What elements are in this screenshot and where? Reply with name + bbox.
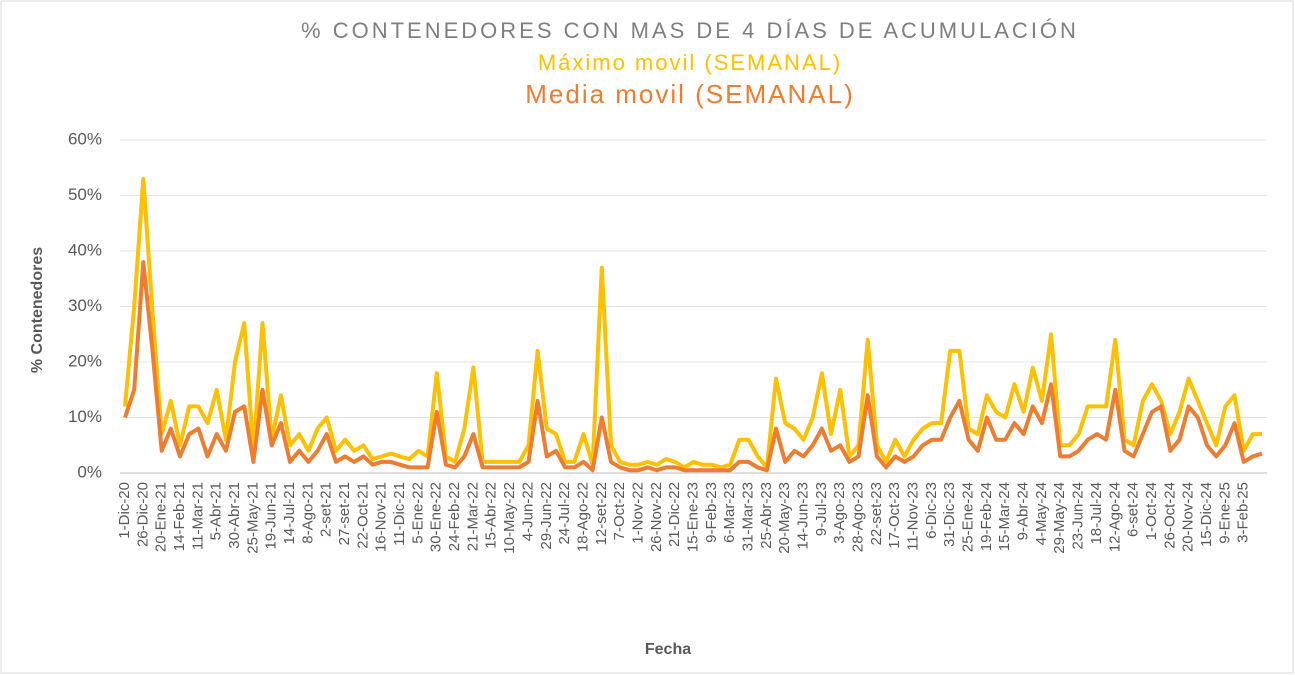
x-tick-label: 21-Dic-22 — [666, 482, 683, 547]
x-tick-label: 11-Nov-23 — [905, 482, 922, 551]
x-tick-label: 24-Jul-22 — [556, 482, 573, 545]
x-tick-label: 11-Dic-21 — [391, 482, 408, 546]
x-tick-label: 3-Ago-23 — [831, 482, 848, 544]
x-tick-label: 26-Oct-24 — [1161, 482, 1178, 549]
x-tick-label: 14-Feb-21 — [171, 482, 188, 551]
x-tick-label: 18-Jul-24 — [1088, 482, 1105, 545]
x-tick-label: 20-May-23 — [776, 482, 793, 554]
y-tick-label: 40% — [68, 240, 102, 259]
x-tick-label: 1-Dic-20 — [116, 482, 133, 539]
x-tick-label: 1-Nov-22 — [629, 482, 646, 544]
line-series — [123, 260, 1263, 473]
x-tick-label: 9-Abr-24 — [1015, 482, 1032, 540]
x-tick-label: 30-Ene-22 — [428, 482, 445, 552]
x-tick-label: 2-set-21 — [318, 482, 335, 537]
x-tick-label: 6-Mar-23 — [721, 482, 738, 543]
x-tick-label: 14-Jul-21 — [281, 482, 298, 545]
x-tick-label: 16-Nov-21 — [373, 482, 390, 552]
x-tick-label: 12-Ago-24 — [1106, 482, 1123, 552]
x-tick-label: 25-Abr-23 — [758, 482, 775, 549]
x-tick-label: 25-Ene-24 — [960, 482, 977, 552]
x-tick-label: 20-Ene-21 — [153, 482, 170, 552]
x-tick-label: 23-Jun-24 — [1070, 482, 1087, 550]
x-tick-label: 25-May-21 — [244, 482, 261, 554]
x-tick-label: 15-Dic-24 — [1198, 482, 1215, 547]
x-tick-label: 26-Nov-22 — [648, 482, 665, 552]
y-tick-label: 30% — [68, 296, 102, 315]
chart-subtitle: Máximo movil (SEMANAL) — [538, 50, 842, 75]
x-tick-label: 28-Ago-23 — [850, 482, 867, 552]
x-tick-label: 8-Ago-21 — [299, 482, 316, 544]
x-tick-label: 5-Ene-22 — [409, 482, 426, 544]
x-tick-label: 12-set-22 — [593, 482, 610, 545]
y-tick-label: 10% — [68, 407, 102, 426]
x-tick-label: 4-May-24 — [1033, 482, 1050, 545]
x-tick-label: 27-set-21 — [336, 482, 353, 545]
x-tick-label: 7-Oct-22 — [611, 482, 628, 540]
y-tick-label: 60% — [68, 129, 102, 148]
x-tick-label: 22-Oct-21 — [354, 482, 371, 549]
x-tick-label: 24-Feb-22 — [446, 482, 463, 551]
x-tick-label: 11-Mar-21 — [189, 482, 206, 550]
y-tick-label: 0% — [77, 462, 102, 481]
x-tick-label: 31-Dic-23 — [941, 482, 958, 547]
x-tick-label: 26-Dic-20 — [134, 482, 151, 547]
y-tick-label: 20% — [68, 351, 102, 370]
x-tick-label: 9-Ene-25 — [1216, 482, 1233, 544]
x-tick-label: 6-set-24 — [1125, 482, 1142, 537]
x-tick-label: 19-Feb-24 — [978, 482, 995, 551]
x-tick-label: 19-Jun-21 — [263, 482, 280, 550]
x-tick-label: 31-Mar-23 — [739, 482, 756, 551]
x-tick-label: 3-Feb-25 — [1235, 482, 1252, 543]
x-tick-label: 15-Abr-22 — [483, 482, 500, 549]
x-tick-label: 9-Jul-23 — [813, 482, 830, 536]
x-tick-label: 21-Mar-22 — [464, 482, 481, 551]
x-tick-label: 5-Abr-21 — [208, 482, 225, 540]
x-axis-title: Fecha — [645, 641, 691, 658]
x-tick-label: 15-Mar-24 — [996, 482, 1013, 551]
x-tick-label: 1-Oct-24 — [1143, 482, 1160, 540]
chart-subtitle: Media movil (SEMANAL) — [525, 79, 855, 109]
x-tick-label: 6-Dic-23 — [923, 482, 940, 539]
x-tick-label: 30-Abr-21 — [226, 482, 243, 549]
chart-title: % CONTENEDORES CON MAS DE 4 DÍAS DE ACUM… — [301, 18, 1079, 43]
x-tick-label: 4-Jun-22 — [519, 482, 536, 541]
y-axis-title: % Contenedores — [29, 247, 46, 373]
line-series — [123, 176, 1262, 470]
x-tick-label: 29-Jun-22 — [538, 482, 555, 550]
x-tick-label: 22-set-23 — [868, 482, 885, 545]
x-tick-label: 15-Ene-23 — [684, 482, 701, 552]
x-tick-label: 18-Ago-22 — [574, 482, 591, 552]
y-tick-label: 50% — [68, 185, 102, 204]
x-tick-label: 14-Jun-23 — [795, 482, 812, 550]
x-tick-label: 9-Feb-23 — [703, 482, 720, 543]
x-tick-label: 29-May-24 — [1051, 482, 1068, 554]
x-tick-label: 17-Oct-23 — [886, 482, 903, 549]
x-tick-label: 10-May-22 — [501, 482, 518, 554]
x-tick-label: 20-Nov-24 — [1180, 482, 1197, 552]
